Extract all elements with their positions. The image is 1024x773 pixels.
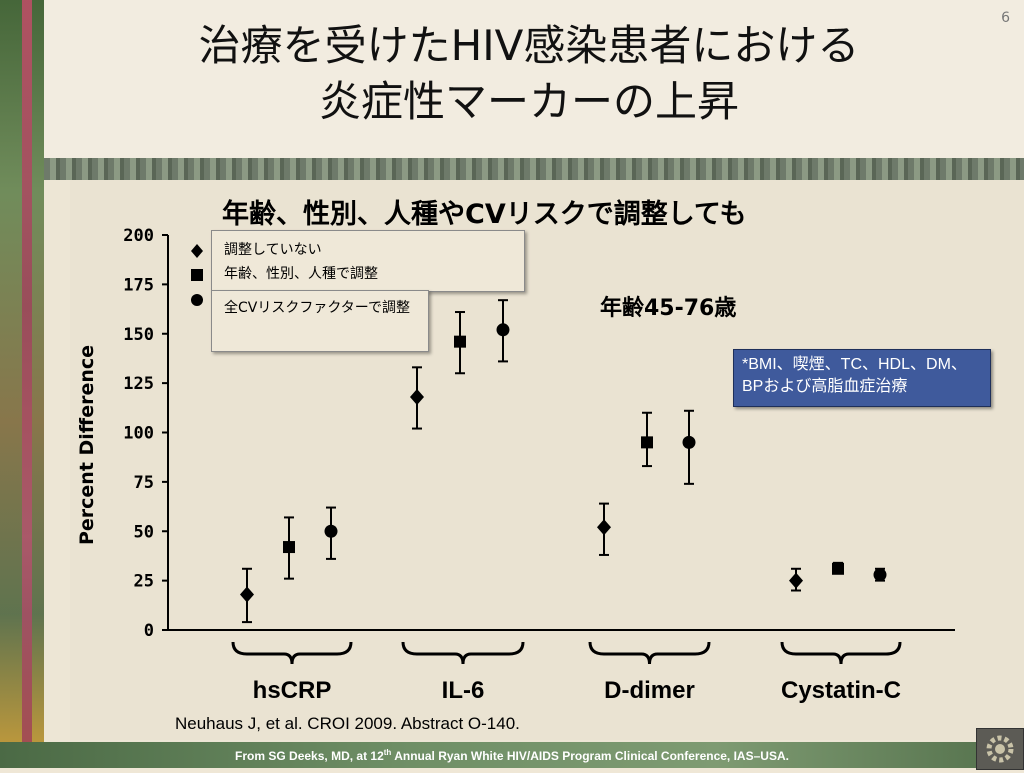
y-tick-label: 175 bbox=[123, 275, 154, 295]
footer-text: From SG Deeks, MD, at 12th Annual Ryan W… bbox=[235, 748, 789, 763]
y-tick-label: 0 bbox=[144, 621, 154, 641]
note-line-2: BPおよび高脂血症治療 bbox=[742, 378, 908, 395]
category-brace bbox=[231, 641, 353, 665]
y-tick-label: 150 bbox=[123, 325, 154, 345]
note-line-1: *BMI、喫煙、TC、HDL、DM、 bbox=[742, 356, 967, 373]
x-category-label: Cystatin-C bbox=[781, 677, 901, 704]
adjustment-note: *BMI、喫煙、TC、HDL、DM、 BPおよび高脂血症治療 bbox=[733, 349, 991, 407]
x-category-label: IL-6 bbox=[442, 677, 485, 704]
page-number: 6 bbox=[1001, 10, 1010, 26]
decorative-left-strip bbox=[0, 0, 44, 768]
legend-box-2: 全CVリスクファクターで調整 bbox=[211, 290, 429, 352]
data-point-diamond bbox=[240, 586, 254, 603]
data-point-square bbox=[283, 541, 295, 554]
y-tick-label: 25 bbox=[134, 572, 154, 592]
y-tick-label: 200 bbox=[123, 226, 154, 246]
legend-entry-2: 年齢、性別、人種で調整 bbox=[224, 266, 378, 282]
slide-header bbox=[44, 0, 1024, 158]
data-point-diamond bbox=[789, 572, 803, 589]
legend-entry-1: 調整していない bbox=[224, 242, 322, 258]
y-tick-label: 125 bbox=[123, 374, 154, 394]
slide-title: 治療を受けたHIV感染患者における 炎症性マーカーの上昇 bbox=[44, 18, 1014, 130]
y-tick-label: 100 bbox=[123, 424, 154, 444]
y-tick-label: 50 bbox=[134, 522, 154, 542]
gear-logo-icon bbox=[976, 728, 1024, 770]
data-point-diamond bbox=[410, 388, 424, 405]
chart-heading: 年齢、性別、人種やCVリスクで調整しても bbox=[222, 199, 747, 230]
age-range-label: 年齢45-76歳 bbox=[600, 296, 737, 321]
header-divider bbox=[44, 158, 1024, 180]
y-axis-label: Percent Difference bbox=[76, 345, 98, 545]
data-point-circle bbox=[682, 435, 696, 449]
title-line-2: 炎症性マーカーの上昇 bbox=[318, 77, 739, 126]
data-point-diamond bbox=[597, 519, 611, 536]
legend-marker-square bbox=[191, 269, 203, 281]
legend-marker-diamond bbox=[191, 244, 203, 258]
legend-entry-3: 全CVリスクファクターで調整 bbox=[224, 300, 410, 316]
data-point-square bbox=[832, 562, 844, 575]
data-point-square bbox=[641, 436, 653, 449]
legend-box: 調整していない 年齢、性別、人種で調整 bbox=[211, 230, 525, 292]
y-tick-label: 75 bbox=[134, 473, 154, 493]
category-brace bbox=[780, 641, 902, 665]
x-category-label: hsCRP bbox=[253, 677, 332, 704]
data-point-square bbox=[454, 335, 466, 348]
category-brace bbox=[401, 641, 525, 665]
citation: Neuhaus J, et al. CROI 2009. Abstract O-… bbox=[175, 714, 520, 733]
data-point-circle bbox=[324, 524, 338, 538]
footer-bar bbox=[0, 742, 1024, 768]
data-point-circle bbox=[873, 568, 887, 582]
data-point-circle bbox=[496, 323, 510, 337]
legend-marker-circle bbox=[191, 294, 203, 306]
x-category-label: D-dimer bbox=[604, 677, 695, 704]
title-line-1: 治療を受けたHIV感染患者における bbox=[198, 21, 860, 70]
category-brace bbox=[588, 641, 711, 665]
